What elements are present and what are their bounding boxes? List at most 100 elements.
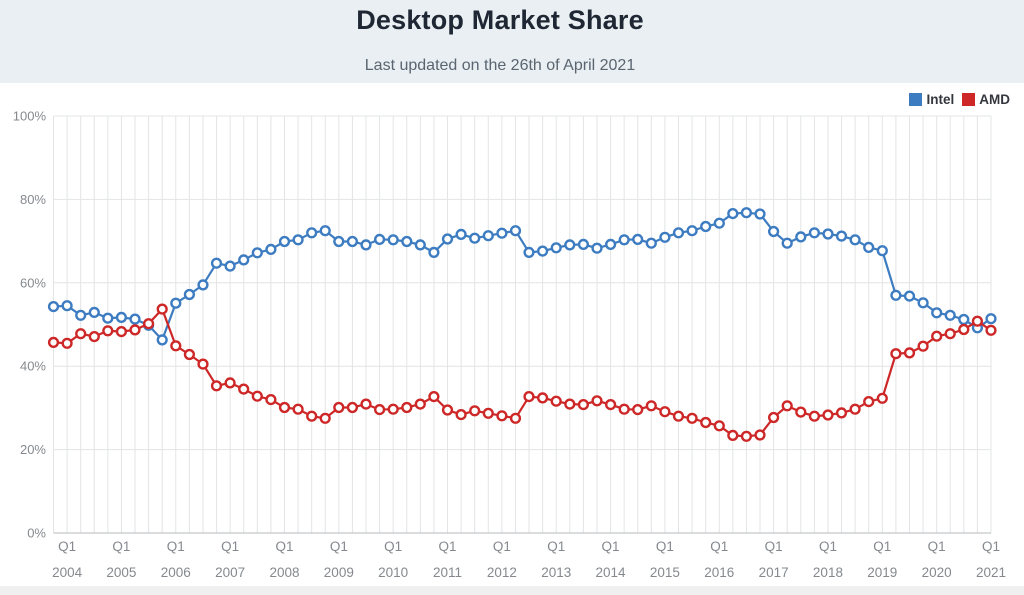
amd-data-point[interactable] <box>604 399 617 411</box>
amd-data-point[interactable] <box>414 398 426 410</box>
intel-data-point[interactable] <box>903 290 916 302</box>
amd-data-point[interactable] <box>713 420 725 432</box>
intel-data-point[interactable] <box>863 241 875 254</box>
intel-data-point[interactable] <box>224 260 236 272</box>
intel-data-point[interactable] <box>319 225 331 237</box>
intel-data-point[interactable] <box>591 242 603 254</box>
intel-data-point[interactable] <box>754 208 766 220</box>
intel-data-point[interactable] <box>808 227 821 239</box>
amd-data-point[interactable] <box>238 383 250 395</box>
amd-data-point[interactable] <box>700 416 712 429</box>
intel-data-point[interactable] <box>346 235 359 248</box>
intel-data-point[interactable] <box>401 235 413 248</box>
amd-data-point[interactable] <box>102 325 114 337</box>
intel-data-point[interactable] <box>536 245 549 257</box>
amd-series[interactable] <box>47 303 997 442</box>
intel-data-point[interactable] <box>795 231 807 243</box>
intel-data-point[interactable] <box>931 307 943 319</box>
intel-data-point[interactable] <box>876 245 888 257</box>
amd-data-point[interactable] <box>482 407 494 419</box>
legend-item-intel[interactable]: Intel <box>909 92 954 107</box>
intel-data-point[interactable] <box>604 238 617 251</box>
amd-data-point[interactable] <box>428 391 440 403</box>
amd-data-point[interactable] <box>564 398 576 410</box>
intel-data-point[interactable] <box>251 247 263 259</box>
intel-data-point[interactable] <box>88 306 100 319</box>
amd-data-point[interactable] <box>319 412 331 424</box>
intel-data-point[interactable] <box>197 279 209 291</box>
intel-data-point[interactable] <box>727 208 739 220</box>
intel-data-point[interactable] <box>238 254 250 266</box>
intel-data-point[interactable] <box>781 237 793 249</box>
intel-data-point[interactable] <box>713 217 725 229</box>
intel-data-point[interactable] <box>550 242 562 254</box>
intel-data-point[interactable] <box>835 230 848 242</box>
amd-data-point[interactable] <box>958 323 970 336</box>
intel-data-point[interactable] <box>183 288 196 301</box>
amd-data-point[interactable] <box>632 404 644 416</box>
amd-data-point[interactable] <box>727 429 739 442</box>
amd-data-point[interactable] <box>265 394 277 406</box>
intel-data-point[interactable] <box>659 231 671 243</box>
intel-data-point[interactable] <box>170 297 182 309</box>
amd-data-point[interactable] <box>971 315 984 327</box>
intel-data-point[interactable] <box>75 309 87 321</box>
amd-data-point[interactable] <box>333 401 345 414</box>
amd-data-point[interactable] <box>863 396 875 408</box>
amd-data-point[interactable] <box>591 395 603 407</box>
intel-data-point[interactable] <box>890 289 902 301</box>
intel-data-point[interactable] <box>265 243 277 256</box>
intel-data-point[interactable] <box>700 220 712 233</box>
amd-data-point[interactable] <box>822 409 834 421</box>
intel-data-point[interactable] <box>156 334 168 346</box>
intel-data-point[interactable] <box>822 228 834 240</box>
amd-data-point[interactable] <box>455 409 467 421</box>
amd-data-point[interactable] <box>156 303 168 315</box>
intel-data-point[interactable] <box>632 233 644 246</box>
intel-data-point[interactable] <box>333 235 345 248</box>
intel-data-point[interactable] <box>360 239 372 251</box>
amd-data-point[interactable] <box>944 328 956 340</box>
amd-data-point[interactable] <box>917 340 929 352</box>
intel-data-point[interactable] <box>102 312 114 324</box>
intel-data-point[interactable] <box>740 207 753 219</box>
amd-data-point[interactable] <box>75 328 87 340</box>
amd-data-point[interactable] <box>523 391 535 403</box>
amd-data-point[interactable] <box>224 377 236 389</box>
amd-data-point[interactable] <box>441 404 454 416</box>
amd-data-point[interactable] <box>346 401 359 414</box>
intel-data-point[interactable] <box>686 225 698 237</box>
intel-data-point[interactable] <box>577 238 590 251</box>
amd-data-point[interactable] <box>740 430 753 442</box>
intel-data-point[interactable] <box>306 227 318 239</box>
intel-data-point[interactable] <box>509 225 522 237</box>
amd-data-point[interactable] <box>210 380 223 392</box>
amd-data-point[interactable] <box>183 348 196 361</box>
amd-data-point[interactable] <box>645 400 657 412</box>
amd-data-point[interactable] <box>469 405 481 417</box>
intel-data-point[interactable] <box>672 227 685 239</box>
amd-data-point[interactable] <box>781 400 793 412</box>
intel-data-point[interactable] <box>292 234 304 246</box>
intel-data-point[interactable] <box>849 234 861 246</box>
intel-data-point[interactable] <box>441 233 454 245</box>
intel-data-point[interactable] <box>618 234 630 246</box>
amd-data-point[interactable] <box>754 429 766 441</box>
amd-data-point[interactable] <box>903 347 916 359</box>
amd-data-point[interactable] <box>577 399 590 411</box>
amd-data-point[interactable] <box>496 410 508 422</box>
amd-data-point[interactable] <box>278 401 291 414</box>
intel-data-point[interactable] <box>115 311 128 324</box>
intel-data-point[interactable] <box>414 239 426 251</box>
amd-data-point[interactable] <box>401 401 413 414</box>
intel-data-point[interactable] <box>455 228 467 241</box>
amd-data-point[interactable] <box>387 403 399 415</box>
amd-data-point[interactable] <box>374 404 386 416</box>
intel-data-point[interactable] <box>645 237 657 249</box>
amd-data-point[interactable] <box>360 398 372 410</box>
amd-data-point[interactable] <box>890 348 902 360</box>
intel-data-point[interactable] <box>47 301 60 313</box>
amd-data-point[interactable] <box>88 331 100 343</box>
amd-data-point[interactable] <box>115 326 128 338</box>
amd-data-point[interactable] <box>876 392 888 404</box>
